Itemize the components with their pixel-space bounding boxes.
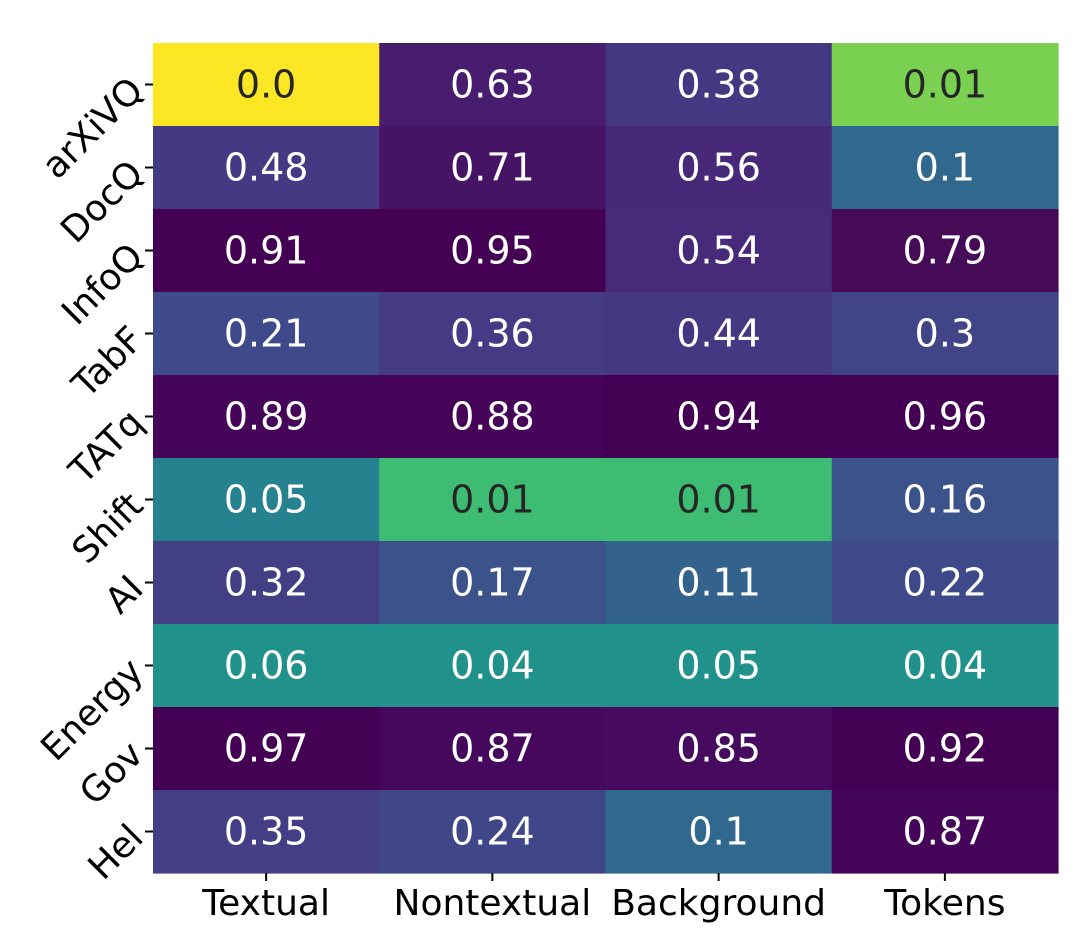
heatmap-cell bbox=[379, 707, 607, 791]
cell-value-label: 0.21 bbox=[224, 312, 309, 356]
heatmap-cell bbox=[605, 43, 833, 127]
cell-value-label: 0.32 bbox=[224, 561, 309, 605]
heatmap-cell bbox=[605, 458, 833, 542]
heatmap-cell bbox=[605, 209, 833, 293]
x-tick-label: Background bbox=[611, 883, 826, 924]
heatmap-cell bbox=[831, 790, 1059, 874]
heatmap-cell bbox=[379, 375, 607, 459]
cell-value-label: 0.85 bbox=[676, 727, 761, 771]
heatmap-cell bbox=[831, 43, 1059, 127]
heatmap-cell bbox=[379, 790, 607, 874]
cell-value-label: 0.1 bbox=[688, 810, 748, 854]
heatmap-cell bbox=[379, 624, 607, 708]
cell-value-label: 0.79 bbox=[903, 229, 988, 273]
y-tick-label: AI bbox=[98, 568, 152, 622]
cell-value-label: 0.92 bbox=[903, 727, 988, 771]
cell-value-label: 0.3 bbox=[915, 312, 975, 356]
heatmap-cell bbox=[153, 707, 380, 791]
cell-value-label: 0.36 bbox=[450, 312, 535, 356]
heatmap-cell bbox=[153, 790, 380, 874]
cell-value-label: 0.38 bbox=[676, 63, 761, 107]
heatmap-cell bbox=[379, 126, 607, 210]
heatmap-cell bbox=[605, 624, 833, 708]
cell-value-label: 0.88 bbox=[450, 395, 535, 439]
heatmap-cells: 0.0 0.63 0.38 0.01 0.48 0.71 0.56 0.1 0.91 0.95 0.… bbox=[153, 43, 1059, 874]
heatmap-cell bbox=[605, 707, 833, 791]
heatmap-cell bbox=[153, 126, 380, 210]
cell-value-label: 0.97 bbox=[224, 727, 309, 771]
cell-value-label: 0.01 bbox=[450, 478, 535, 522]
cell-value-label: 0.56 bbox=[676, 146, 761, 190]
heatmap-cell bbox=[831, 209, 1059, 293]
cell-value-label: 0.89 bbox=[224, 395, 309, 439]
heatmap-cell bbox=[831, 458, 1059, 542]
cell-value-label: 0.04 bbox=[450, 644, 535, 688]
cell-value-label: 0.71 bbox=[450, 146, 535, 190]
cell-value-label: 0.95 bbox=[450, 229, 535, 273]
heatmap-cell bbox=[831, 624, 1059, 708]
cell-value-label: 0.91 bbox=[224, 229, 309, 273]
cell-value-label: 0.0 bbox=[236, 63, 296, 107]
cell-value-label: 0.24 bbox=[450, 810, 535, 854]
heatmap-cell bbox=[153, 209, 380, 293]
cell-value-label: 0.35 bbox=[224, 810, 309, 854]
heatmap-cell bbox=[831, 541, 1059, 625]
cell-value-label: 0.94 bbox=[676, 395, 761, 439]
heatmap-cell bbox=[153, 43, 380, 127]
heatmap-cell bbox=[831, 126, 1059, 210]
heatmap-cell bbox=[605, 541, 833, 625]
x-tick-label: Nontextual bbox=[394, 883, 592, 924]
cell-value-label: 0.05 bbox=[676, 644, 761, 688]
cell-value-label: 0.04 bbox=[903, 644, 988, 688]
heatmap-cell bbox=[153, 624, 380, 708]
heatmap-cell bbox=[605, 375, 833, 459]
heatmap-cell bbox=[379, 458, 607, 542]
x-tick-label: Tokens bbox=[883, 883, 1005, 924]
heatmap-cell bbox=[153, 292, 380, 376]
y-tick-label: InfoQ bbox=[54, 236, 151, 333]
heatmap-cell bbox=[153, 375, 380, 459]
cell-value-label: 0.22 bbox=[903, 561, 988, 605]
y-tick-label: TabF bbox=[64, 319, 151, 406]
cell-value-label: 0.17 bbox=[450, 561, 535, 605]
x-tick-label: Textual bbox=[201, 883, 330, 924]
cell-value-label: 0.01 bbox=[676, 478, 761, 522]
cell-value-label: 0.63 bbox=[450, 63, 535, 107]
cell-value-label: 0.44 bbox=[676, 312, 761, 356]
heatmap-cell bbox=[831, 707, 1059, 791]
cell-value-label: 0.05 bbox=[224, 478, 309, 522]
heatmap-cell bbox=[831, 375, 1059, 459]
cell-value-label: 0.48 bbox=[224, 146, 309, 190]
x-axis: Textual Nontextual Background Tokens bbox=[201, 873, 1005, 924]
heatmap-cell bbox=[153, 458, 380, 542]
cell-value-label: 0.16 bbox=[903, 478, 988, 522]
cell-value-label: 0.96 bbox=[903, 395, 988, 439]
cell-value-label: 0.87 bbox=[903, 810, 988, 854]
heatmap-cell bbox=[605, 790, 833, 874]
heatmap-cell bbox=[605, 292, 833, 376]
cell-value-label: 0.87 bbox=[450, 727, 535, 771]
heatmap-cell bbox=[153, 541, 380, 625]
heatmap-cell bbox=[379, 43, 607, 127]
cell-value-label: 0.01 bbox=[903, 63, 988, 107]
heatmap-cell bbox=[379, 541, 607, 625]
cell-value-label: 0.1 bbox=[915, 146, 975, 190]
heatmap-cell bbox=[605, 126, 833, 210]
y-tick-label: TATq bbox=[61, 402, 151, 492]
y-tick-label: Shift bbox=[65, 485, 152, 572]
cell-value-label: 0.06 bbox=[224, 644, 309, 688]
cell-value-label: 0.11 bbox=[676, 561, 761, 605]
y-axis: arXiVQDocQInfoQTabFTATqShiftAIEnergyGovH… bbox=[33, 70, 153, 888]
heatmap-cell bbox=[379, 292, 607, 376]
heatmap-cell bbox=[831, 292, 1059, 376]
cell-value-label: 0.54 bbox=[676, 229, 761, 273]
y-tick-label: Hel bbox=[81, 817, 152, 888]
heatmap-cell bbox=[379, 209, 607, 293]
